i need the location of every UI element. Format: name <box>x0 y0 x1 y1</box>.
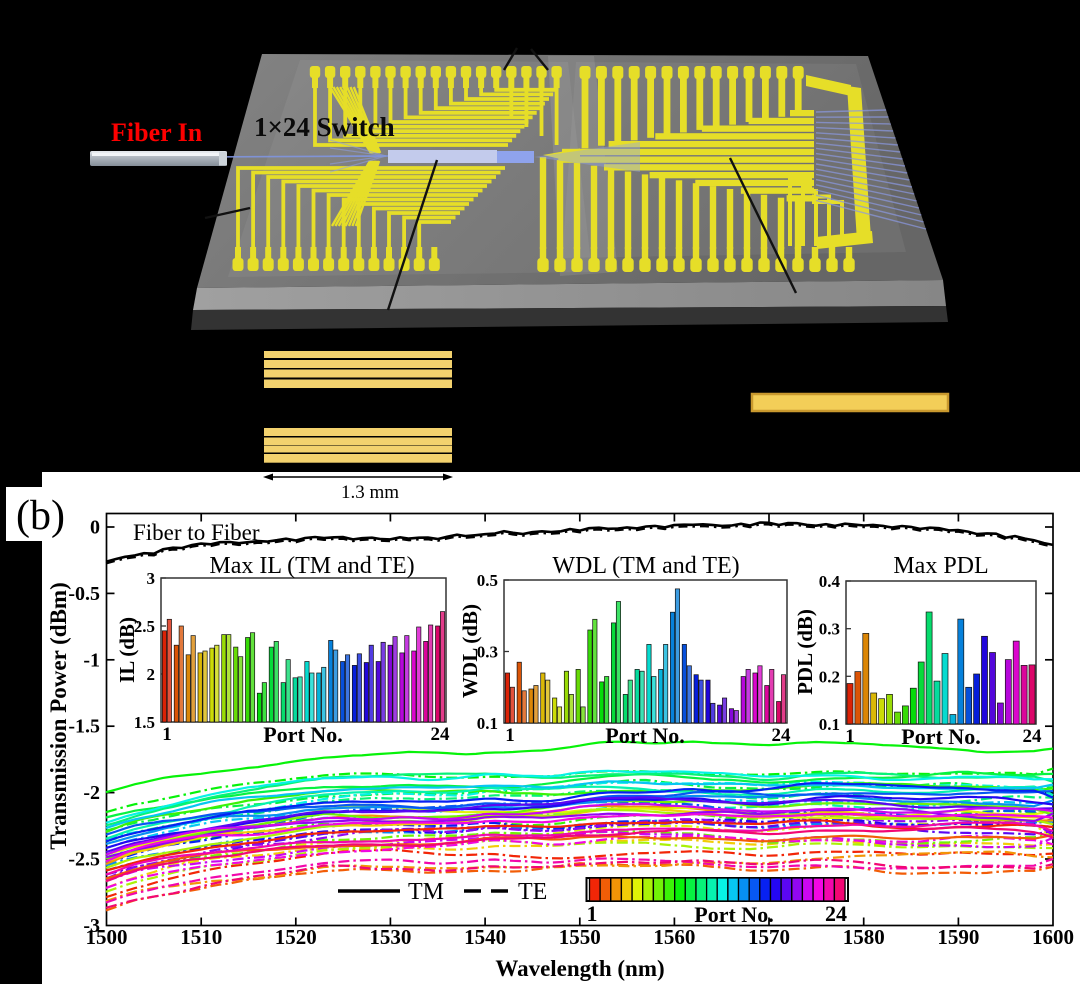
svg-text:1: 1 <box>587 901 598 926</box>
svg-text:1.3 mm: 1.3 mm <box>341 482 399 503</box>
svg-text:24: 24 <box>772 725 792 746</box>
svg-text:24: 24 <box>1023 726 1043 747</box>
svg-text:0.3: 0.3 <box>819 620 840 639</box>
svg-text:(b): (b) <box>16 493 65 539</box>
svg-text:2.5: 2.5 <box>134 617 155 636</box>
svg-text:0: 0 <box>90 517 100 539</box>
svg-text:1580: 1580 <box>843 925 885 949</box>
svg-text:1: 1 <box>162 724 172 745</box>
svg-text:TM: TM <box>408 879 444 905</box>
svg-text:24: 24 <box>431 724 451 745</box>
svg-text:1510: 1510 <box>180 925 222 949</box>
svg-text:24: 24 <box>825 901 847 926</box>
svg-text:1560: 1560 <box>653 925 695 949</box>
svg-text:Max PDL: Max PDL <box>893 553 988 579</box>
svg-text:Fiber to Fiber: Fiber to Fiber <box>133 520 260 545</box>
svg-text:Wavelength (nm): Wavelength (nm) <box>495 956 664 981</box>
svg-text:1: 1 <box>505 725 515 746</box>
svg-text:Fiber In: Fiber In <box>111 118 203 147</box>
svg-text:-2: -2 <box>83 782 100 804</box>
svg-text:-1: -1 <box>83 649 100 671</box>
svg-text:1550: 1550 <box>559 925 601 949</box>
svg-text:1.5: 1.5 <box>134 713 155 732</box>
svg-text:-3: -3 <box>83 915 100 937</box>
svg-text:-1.5: -1.5 <box>68 716 100 738</box>
svg-text:Port No.: Port No. <box>263 722 342 747</box>
svg-text:Max IL (TM and TE): Max IL (TM and TE) <box>209 553 414 579</box>
svg-text:IL (dB): IL (dB) <box>115 617 139 683</box>
svg-text:1: 1 <box>845 726 855 747</box>
svg-text:1600: 1600 <box>1032 925 1074 949</box>
svg-text:1520: 1520 <box>275 925 317 949</box>
svg-text:0.4: 0.4 <box>819 572 841 591</box>
svg-text:0.5: 0.5 <box>477 571 498 590</box>
svg-text:Port No.: Port No. <box>694 902 773 927</box>
svg-text:1530: 1530 <box>369 925 411 949</box>
svg-text:1590: 1590 <box>937 925 979 949</box>
svg-text:Port No.: Port No. <box>605 723 684 748</box>
svg-text:Transmission Power (dBm): Transmission Power (dBm) <box>46 582 71 850</box>
svg-text:1570: 1570 <box>748 925 790 949</box>
svg-text:TE: TE <box>518 879 547 905</box>
svg-text:PDL (dB): PDL (dB) <box>793 609 817 695</box>
svg-text:-0.5: -0.5 <box>68 583 100 605</box>
svg-text:3: 3 <box>147 569 156 588</box>
svg-text:Port No.: Port No. <box>901 724 980 749</box>
svg-text:1×24 Switch: 1×24 Switch <box>254 112 395 142</box>
svg-text:WDL (TM and TE): WDL (TM and TE) <box>552 553 739 579</box>
svg-text:0.2: 0.2 <box>819 667 840 686</box>
svg-text:WDL (dB): WDL (dB) <box>458 604 482 698</box>
svg-text:0.1: 0.1 <box>477 714 498 733</box>
svg-text:0.1: 0.1 <box>819 715 840 734</box>
svg-text:0.3: 0.3 <box>477 643 498 662</box>
svg-text:1540: 1540 <box>464 925 506 949</box>
svg-text:-2.5: -2.5 <box>68 849 100 871</box>
svg-text:2: 2 <box>147 665 156 684</box>
svg-text:1500: 1500 <box>86 925 128 949</box>
